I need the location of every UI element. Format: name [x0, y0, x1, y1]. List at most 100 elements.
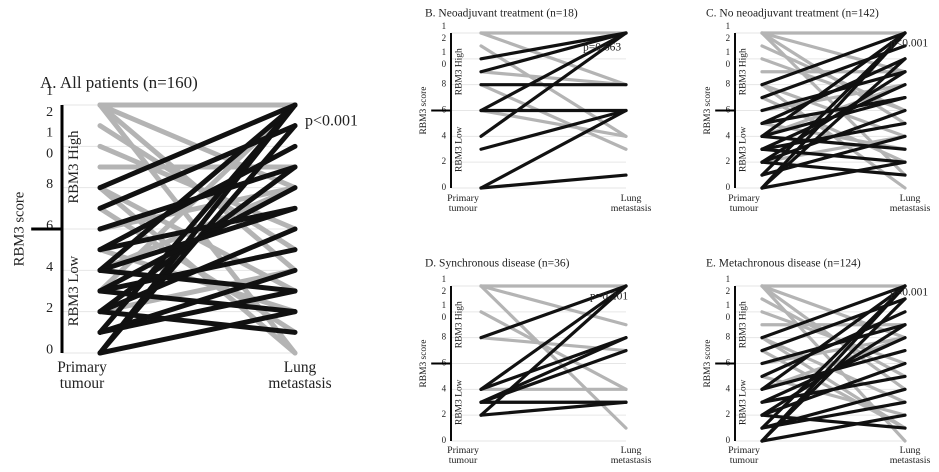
panel: A. All patients (n=160)024681012RBM3 Hig… [11, 73, 358, 364]
score-change-line [97, 205, 298, 253]
p-value: p=0.663 [583, 42, 621, 54]
score-change-line [479, 31, 628, 138]
y-tick-label: 8 [439, 79, 449, 91]
y-tick-label: 8 [723, 79, 733, 91]
score-change-line [760, 160, 907, 190]
y-tick-label: 0 [439, 435, 449, 447]
score-change-line [97, 205, 298, 273]
score-change-line [97, 267, 298, 294]
x-category-label: Primary tumour [57, 360, 107, 393]
x-category-label-box: Lung metastasis [268, 360, 331, 392]
y-tick-label: 4 [439, 130, 449, 142]
y-axis-label: RBM3 score [703, 87, 713, 135]
score-change-line [760, 413, 907, 430]
score-change-line [760, 31, 907, 74]
score-change-line [760, 348, 907, 391]
y-tick-label: 12 [42, 84, 57, 126]
score-change-line [760, 160, 907, 177]
score-change-line [479, 284, 628, 391]
panel: C. No neoadjuvant treatment (n=142)02468… [703, 8, 928, 194]
score-change-line [479, 83, 628, 151]
score-change-line [760, 336, 907, 430]
p-value: p<0.001 [890, 287, 928, 299]
score-change-line [97, 267, 298, 315]
low-label: RBM3 Low [738, 126, 748, 172]
x-category-label-box: Lung metastasis [611, 446, 652, 466]
y-tick-label: 10 [42, 125, 57, 167]
y-tick-label: 2 [439, 409, 449, 421]
score-change-line [479, 108, 628, 190]
p-value: p=0.201 [590, 291, 628, 303]
score-change-line [760, 121, 907, 151]
p-value: p<0.001 [305, 113, 358, 130]
score-change-line [479, 31, 628, 87]
panel-title: B. Neoadjuvant treatment (n=18) [425, 8, 578, 20]
score-change-line [479, 108, 628, 138]
x-category-label: Primary tumour [447, 194, 479, 215]
y-axis-label: RBM3 score [419, 340, 429, 388]
score-change-line [479, 284, 628, 327]
y-tick-label: 2 [723, 409, 733, 421]
x-category-label-box: Primary tumour [57, 360, 107, 393]
x-category-label: Primary tumour [447, 446, 479, 467]
x-category-label: Primary tumour [728, 446, 760, 467]
x-category-label-box: Lung metastasis [610, 194, 652, 215]
x-category-label: Lung metastasis [889, 446, 931, 467]
score-change-line [760, 387, 907, 430]
score-change-line [760, 134, 907, 164]
y-tick-label: 12 [723, 21, 733, 45]
y-tick-label: 10 [723, 47, 733, 71]
low-label: RBM3 Low [454, 379, 464, 425]
y-tick-label: 4 [42, 260, 57, 281]
score-change-line [479, 31, 628, 61]
y-tick-label: 8 [439, 332, 449, 344]
x-category-label: Lung metastasis [610, 194, 652, 215]
x-category-label-box: Lung metastasis [890, 194, 931, 214]
score-change-line [97, 288, 298, 315]
score-change-line [97, 102, 298, 191]
score-change-line [97, 288, 298, 335]
score-change-line [760, 297, 907, 353]
score-change-line [760, 44, 907, 113]
score-change-line [760, 70, 907, 113]
panel: B. Neoadjuvant treatment (n=18)024681012… [419, 8, 628, 194]
score-change-line [760, 44, 907, 100]
panel: E. Metachronous disease (n=124)024681012… [703, 258, 928, 447]
score-change-line [760, 95, 907, 126]
score-change-line [479, 284, 628, 340]
p-value: p<0.001 [890, 38, 928, 50]
score-change-line [760, 83, 907, 113]
y-tick-label: 8 [42, 177, 57, 198]
score-change-line [97, 164, 298, 232]
score-change-line [479, 31, 628, 113]
score-change-line [760, 323, 907, 366]
score-change-line [479, 336, 628, 404]
high-label: RBM3 High [738, 48, 748, 95]
y-tick-label: 2 [439, 156, 449, 168]
score-change-line [479, 108, 628, 151]
score-change-line [479, 173, 628, 190]
score-change-line [760, 95, 907, 138]
score-change-line [479, 284, 628, 417]
y-tick-label: 0 [723, 435, 733, 447]
score-change-line [760, 284, 907, 430]
score-change-line [760, 284, 907, 340]
y-tick-label: 0 [723, 182, 733, 194]
score-change-line [97, 309, 298, 356]
score-change-line [760, 284, 907, 391]
x-category-label-box: Primary tumour [728, 194, 760, 215]
score-change-line [479, 44, 628, 138]
y-tick-label: 12 [723, 274, 733, 298]
score-change-line [97, 247, 298, 294]
x-category-label-box: Primary tumour [728, 446, 760, 467]
score-change-line [760, 31, 907, 87]
panel-title: C. No neoadjuvant treatment (n=142) [706, 8, 879, 20]
panel-title: E. Metachronous disease (n=124) [706, 258, 861, 270]
x-category-label: Primary tumour [728, 194, 760, 215]
high-label: RBM3 High [454, 48, 464, 95]
y-axis-label: RBM3 score [419, 87, 429, 135]
score-change-line [760, 134, 907, 151]
y-tick-label: 4 [723, 130, 733, 142]
score-change-line [760, 95, 907, 164]
